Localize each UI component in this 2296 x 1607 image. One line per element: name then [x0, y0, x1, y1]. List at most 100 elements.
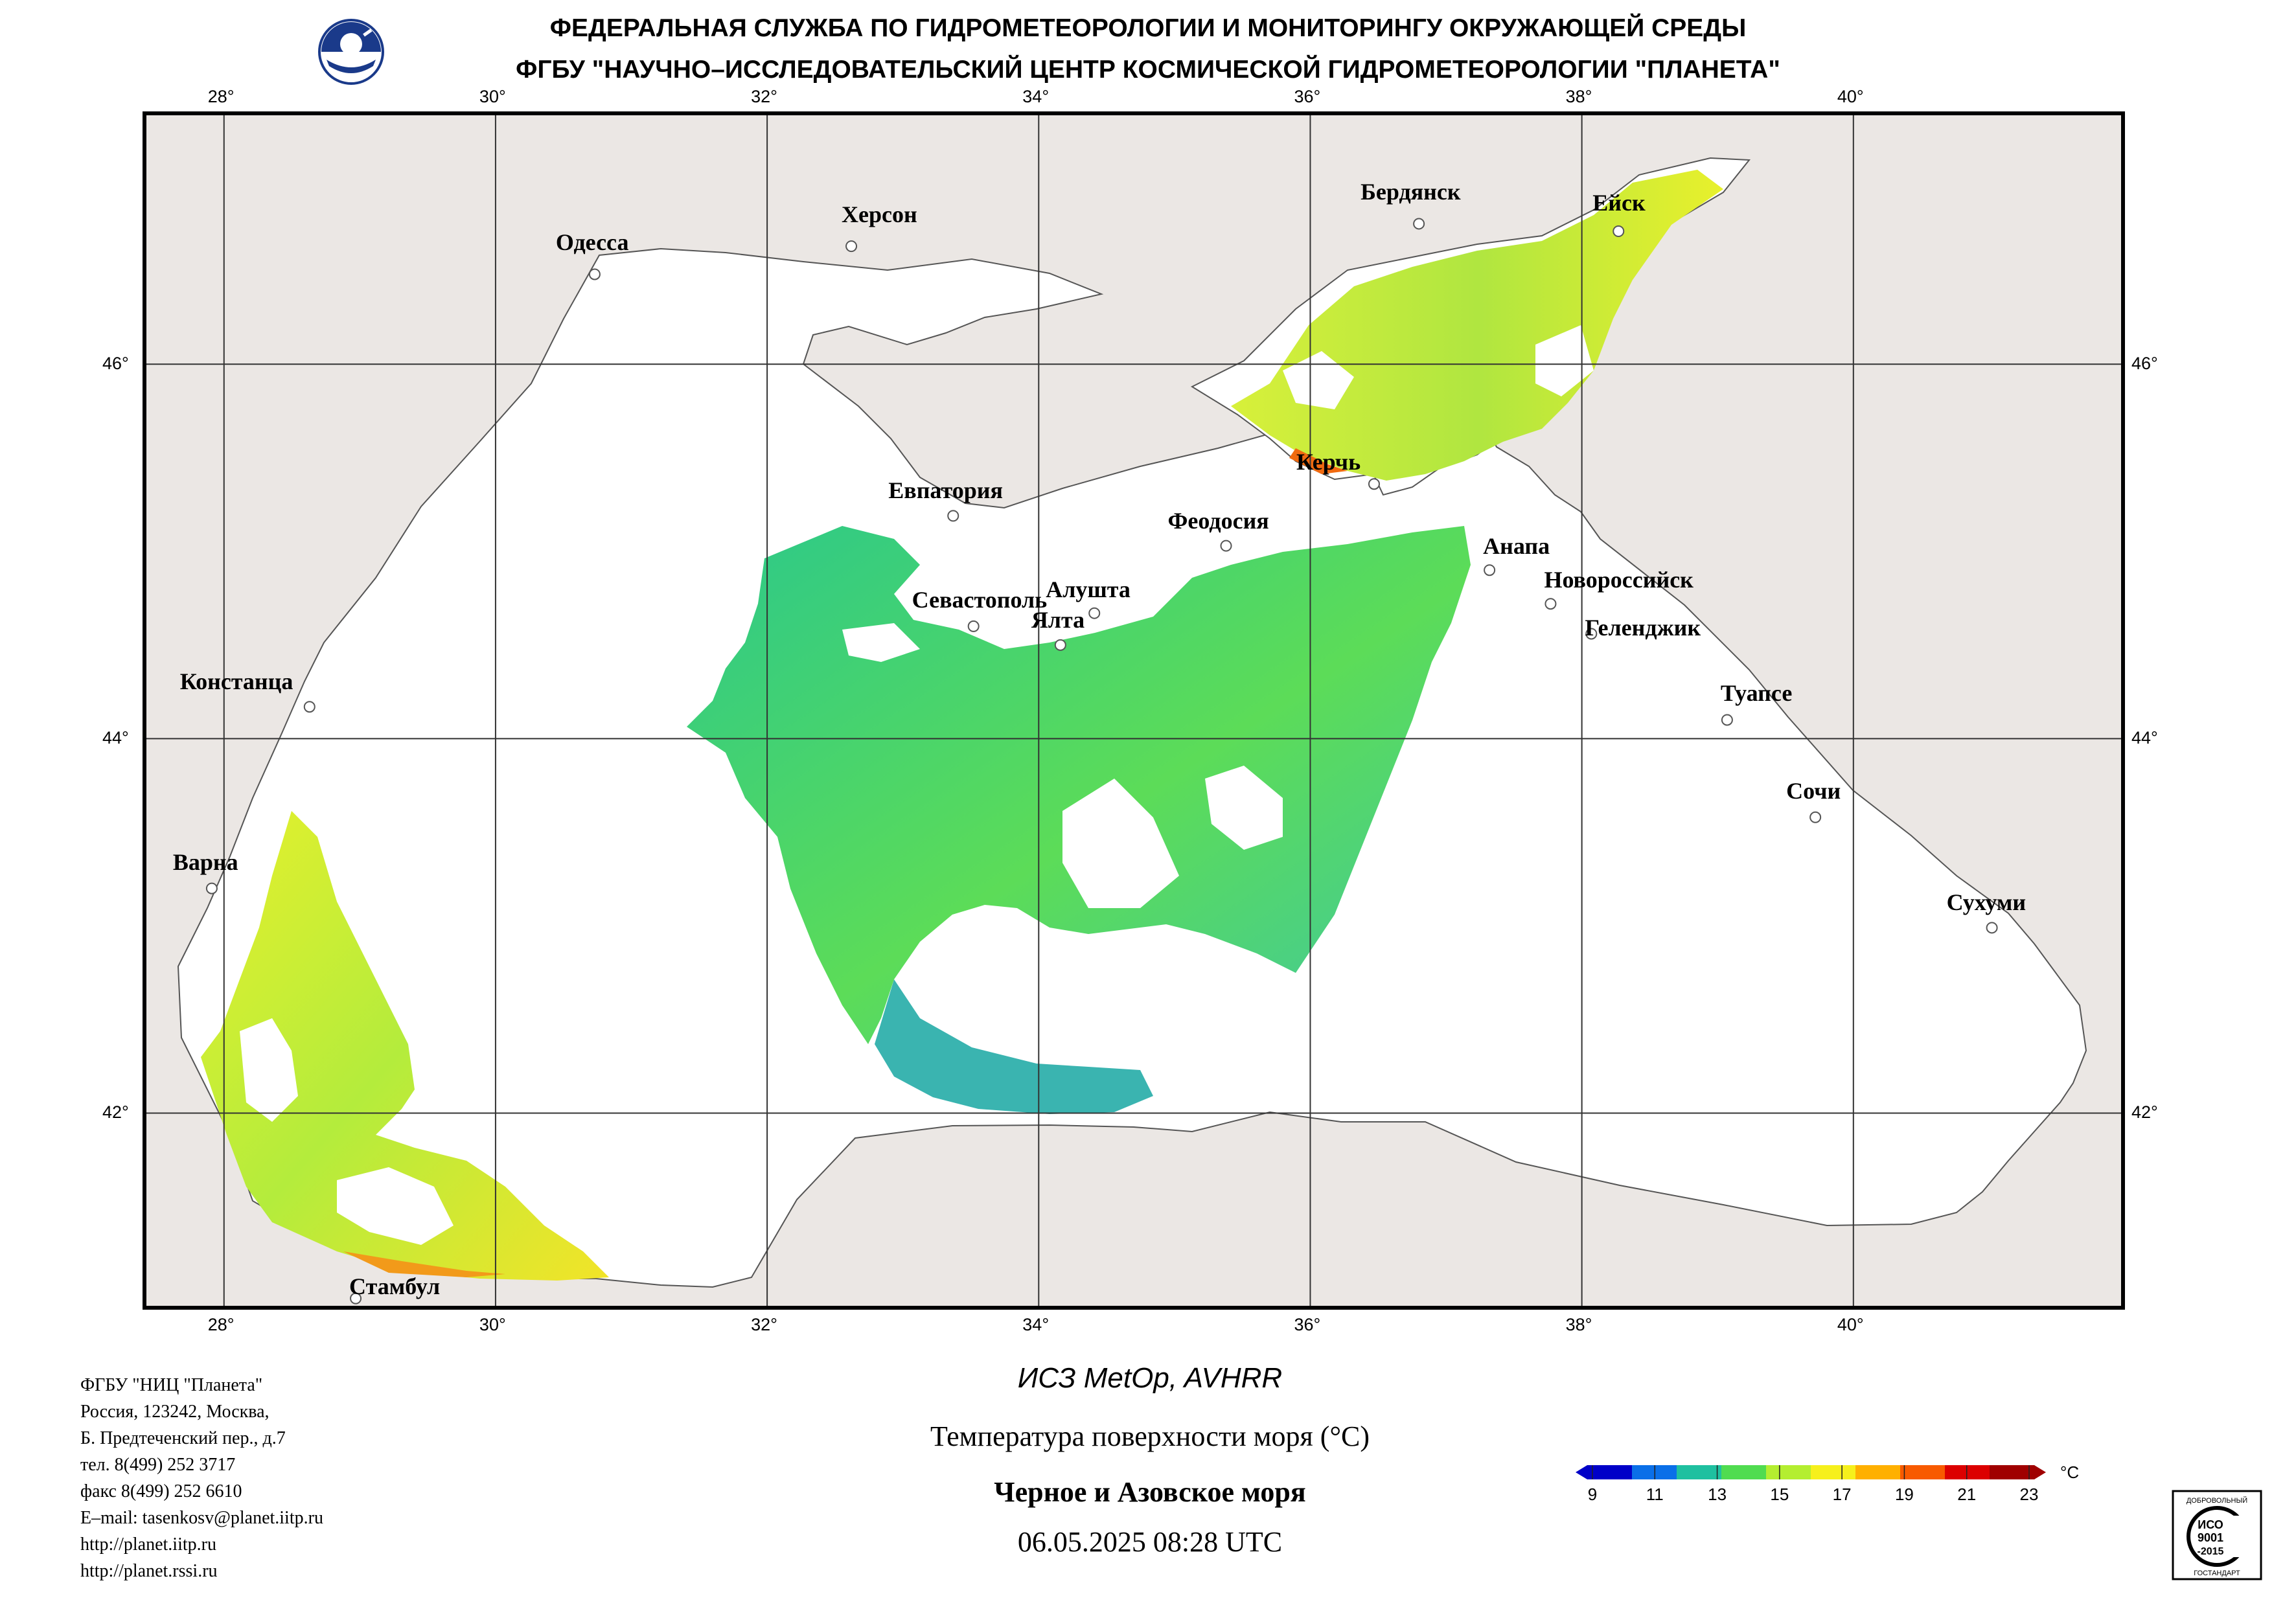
region-label: Черное и Азовское моря: [994, 1476, 1306, 1508]
lon-tick-label: 34°: [1022, 87, 1050, 106]
city-label: Бердянск: [1360, 179, 1461, 205]
city-label: Алушта: [1046, 576, 1131, 602]
sst-gap-west-2: [337, 1167, 453, 1245]
iso-certification-badge: ДОБРОВОЛЬНЫЙ ИСО 9001 -2015 ГОСТАНДАРТ: [2172, 1490, 2262, 1580]
city-marker-icon: [303, 701, 316, 713]
scale-tick-label: 15: [1770, 1485, 1789, 1504]
city-markers: [205, 218, 1998, 1305]
city-marker-icon: [1088, 607, 1101, 619]
scale-segment: [1721, 1465, 1767, 1479]
city-label: Одесса: [555, 229, 629, 256]
city-label: Геленджик: [1585, 615, 1701, 641]
lon-tick-label: 30°: [479, 1315, 506, 1334]
org-line: Б. Предтеченский пер., д.7: [80, 1428, 286, 1448]
sst-patch-azov: [1231, 170, 1723, 481]
city-marker-icon: [350, 1292, 362, 1305]
city-marker-icon: [1809, 811, 1822, 823]
scale-tick-label: 11: [1646, 1485, 1664, 1504]
city-marker-icon: [1585, 628, 1598, 640]
lon-tick-label: 40°: [1837, 1315, 1864, 1334]
map-frame-thick-right: [2121, 111, 2125, 1310]
scale-segment: [1766, 1465, 1811, 1479]
lat-tick-label: 42°: [102, 1102, 129, 1123]
city-label: Сочи: [1786, 777, 1841, 804]
lon-tick-label: 28°: [207, 1315, 235, 1334]
city-marker-icon: [1368, 478, 1380, 490]
city-label: Констанца: [179, 668, 293, 695]
lat-tick-label: 46°: [2131, 354, 2158, 374]
lat-tick-label: 46°: [102, 354, 129, 374]
city-marker-icon: [205, 882, 218, 895]
lon-tick-label: 36°: [1294, 87, 1321, 106]
city-marker-icon: [947, 510, 959, 522]
city-marker-icon: [1613, 225, 1625, 237]
city-label: Стамбул: [349, 1273, 441, 1299]
lat-tick-label: 42°: [2131, 1102, 2158, 1123]
map-frame-thick-left: [143, 111, 146, 1310]
city-label: Севастополь: [912, 586, 1048, 613]
lon-tick-label: 38°: [1565, 1315, 1592, 1334]
city-marker-icon: [1220, 540, 1232, 552]
city-marker-icon: [1413, 218, 1425, 230]
city-marker-icon: [1986, 922, 1998, 934]
lon-tick-label: 40°: [1837, 87, 1864, 106]
city-label: Херсон: [842, 201, 917, 228]
iso-badge-iso-text: ИСО: [2198, 1518, 2223, 1531]
city-label: Сухуми: [1946, 889, 2026, 916]
city-marker-icon: [1721, 714, 1733, 726]
city-label: Ейск: [1592, 190, 1646, 216]
sst-warm-coast-istanbul: [343, 1251, 505, 1277]
lon-tick-label: 28°: [207, 87, 235, 106]
org-line: http://planet.rssi.ru: [80, 1561, 218, 1581]
lon-tick-label: 30°: [479, 87, 506, 106]
sst-warm-coast-azov: [1289, 448, 1348, 474]
city-label: Феодосия: [1167, 507, 1269, 534]
map-frame-thick-bottom: [143, 1306, 2125, 1310]
lat-tick-label: 44°: [2131, 728, 2158, 748]
scale-segment: [1990, 1465, 2035, 1479]
lon-tick-label: 38°: [1565, 87, 1592, 106]
org-line: E–mail: tasenkosv@planet.iitp.ru: [80, 1508, 323, 1528]
city-marker-icon: [1544, 598, 1557, 610]
city-marker-icon: [845, 240, 858, 253]
scale-segment: [1855, 1465, 1901, 1479]
city-marker-icon: [967, 620, 980, 632]
graticule: [143, 111, 2125, 1310]
city-marker-icon: [1484, 564, 1496, 576]
scale-tick-label: 21: [1957, 1485, 1976, 1504]
header-line-1: ФЕДЕРАЛЬНАЯ СЛУЖБА ПО ГИДРОМЕТЕОРОЛОГИИ …: [549, 14, 1747, 42]
organization-contacts: ФГБУ "НИЦ "Планета" Россия, 123242, Моск…: [80, 1372, 323, 1584]
scale-tick-label: 13: [1708, 1485, 1727, 1504]
iso-badge-bottom-text: ГОСТАНДАРТ: [2194, 1569, 2240, 1577]
datetime-label: 06.05.2025 08:28 UTC: [1017, 1526, 1283, 1558]
org-line: http://planet.iitp.ru: [80, 1534, 216, 1555]
header-line-2: ФГБУ "НАУЧНО–ИССЛЕДОВАТЕЛЬСКИЙ ЦЕНТР КОС…: [516, 56, 1780, 84]
scale-tick-label: 23: [2020, 1485, 2039, 1504]
org-line: тел. 8(499) 252 3717: [80, 1455, 236, 1475]
city-label: Анапа: [1483, 533, 1550, 560]
sst-gap-2: [1205, 766, 1283, 850]
scale-segment: [1677, 1465, 1722, 1479]
map-frame-thick-top: [143, 111, 2125, 115]
city-marker-icon: [1054, 639, 1066, 651]
scale-segment: [1900, 1465, 1946, 1479]
org-line: факс 8(499) 252 6610: [80, 1481, 242, 1501]
planeta-logo-icon: [318, 19, 384, 85]
iso-badge-top-text: ДОБРОВОЛЬНЫЙ: [2187, 1496, 2247, 1505]
sst-gap-1: [1062, 779, 1179, 908]
city-label: Керчь: [1296, 449, 1361, 475]
sst-patch-west: [201, 811, 609, 1281]
sst-gap-west-1: [240, 1018, 298, 1122]
scale-segment: [1811, 1465, 1856, 1479]
city-label: Евпатория: [888, 477, 1003, 504]
sst-gap-azov-2: [1535, 325, 1594, 396]
scale-arrow-left-icon: [1576, 1465, 1587, 1479]
sst-gap-azov-1: [1283, 351, 1354, 409]
city-label: Туапсе: [1720, 680, 1793, 707]
lon-tick-label: 32°: [751, 87, 777, 106]
temperature-color-scale: 9 11 13 15 17 19 21 23 °C: [1576, 1463, 2079, 1504]
scale-tick-label: 9: [1588, 1485, 1597, 1504]
sst-patch-south-turkey: [875, 979, 1153, 1114]
scale-segment: [1587, 1465, 1633, 1479]
lon-tick-label: 36°: [1294, 1315, 1321, 1334]
